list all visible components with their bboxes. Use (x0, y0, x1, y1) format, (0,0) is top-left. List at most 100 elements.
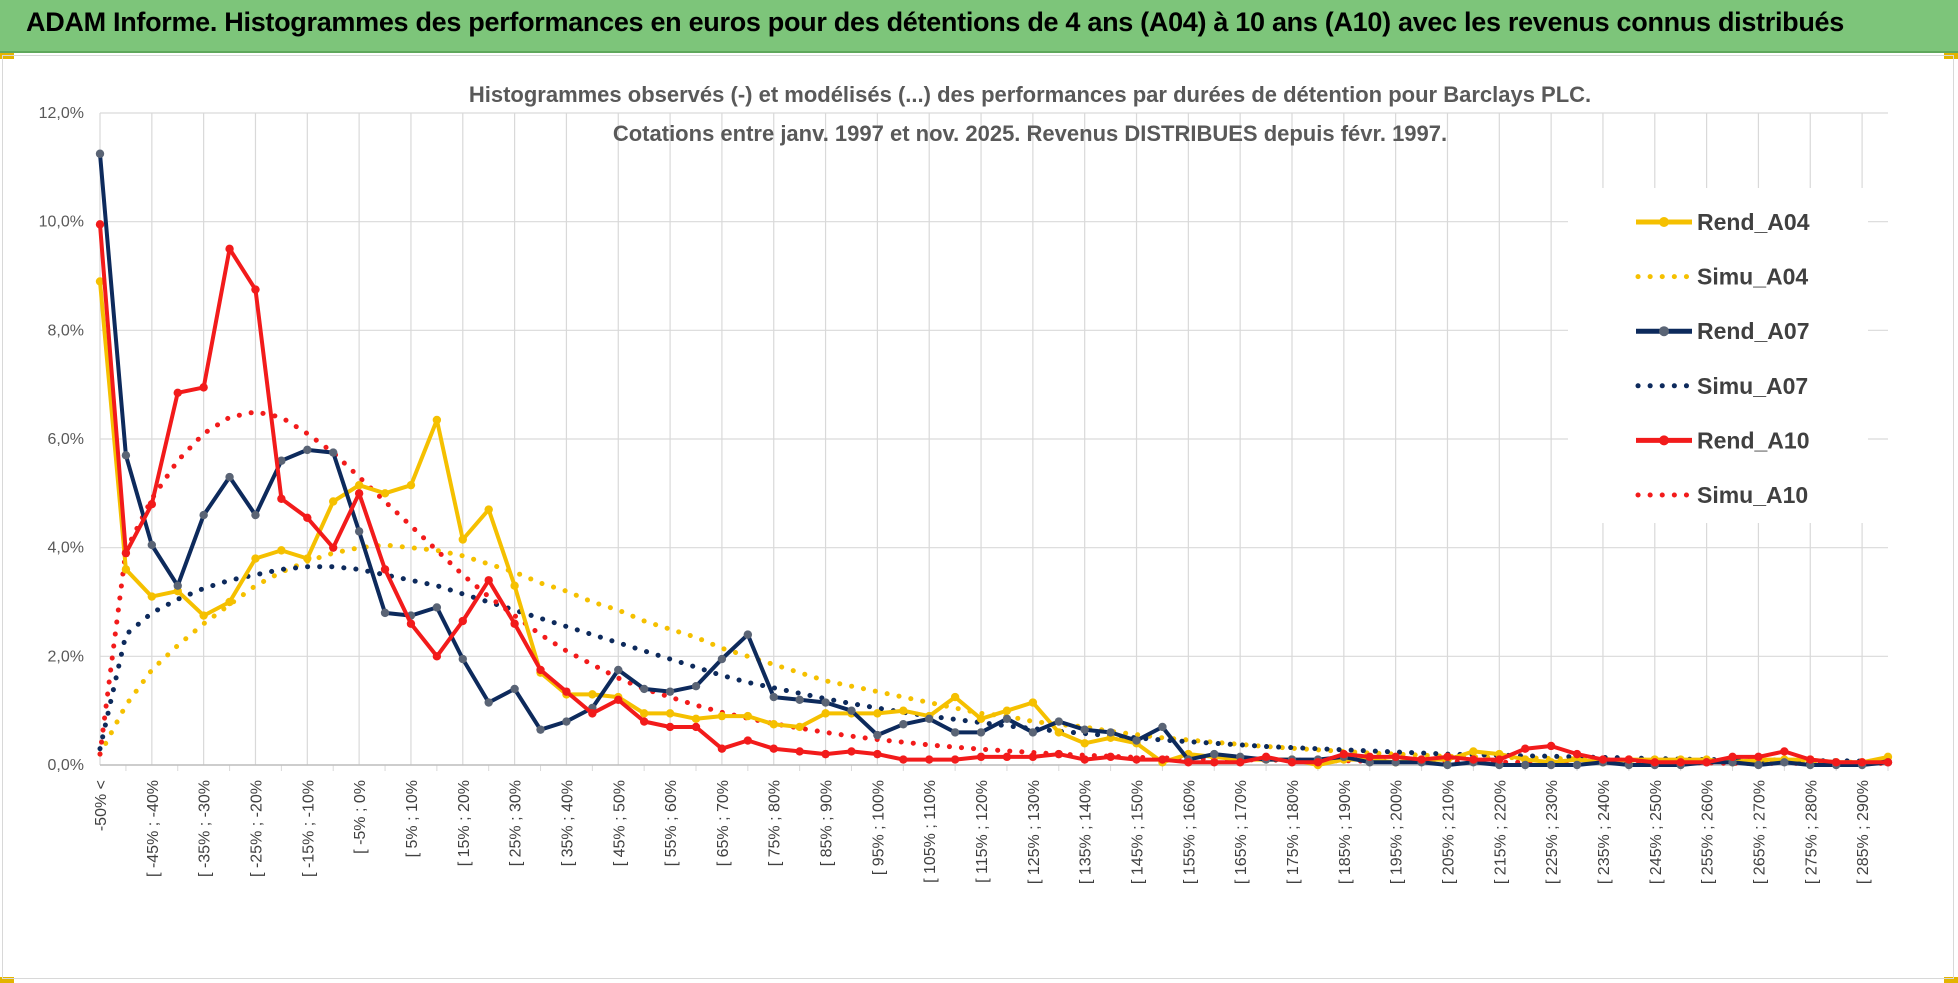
data-point (199, 611, 208, 620)
data-point (1754, 752, 1763, 762)
data-point (95, 149, 105, 158)
data-point (769, 744, 778, 753)
data-point (639, 709, 649, 718)
data-point (1339, 749, 1349, 759)
x-tick-label: [ 145% ; 150% (1130, 780, 1147, 884)
data-point (614, 695, 623, 704)
data-point (484, 505, 493, 514)
data-point (1417, 755, 1426, 764)
data-point (1054, 717, 1063, 726)
data-point (1106, 728, 1115, 737)
data-point (1572, 760, 1582, 770)
series-line-Rend_A07 (98, 153, 1889, 767)
data-point (95, 220, 105, 229)
data-point (1702, 758, 1711, 767)
legend-item-Simu_A10: Simu_A10 (1635, 482, 1808, 508)
data-point (743, 630, 753, 639)
chart-title: Histogrammes observés (-) et modélisés (… (469, 82, 1591, 107)
legend-marker (1659, 435, 1669, 446)
data-point (1158, 755, 1167, 764)
data-point (225, 244, 234, 254)
data-point (821, 698, 830, 707)
x-tick-label: [ 245% ; 250% (1648, 780, 1665, 884)
data-point (354, 480, 364, 490)
data-point (1080, 725, 1089, 734)
legend-item-Rend_A04: Rend_A04 (1636, 209, 1810, 235)
data-point (458, 535, 467, 544)
series-Rend_A10 (95, 220, 1893, 767)
data-point (1806, 755, 1815, 764)
data-point (354, 527, 364, 536)
data-point (795, 722, 804, 732)
data-point (173, 581, 182, 590)
data-point (899, 720, 908, 729)
y-tick-label: 12,0% (39, 105, 84, 122)
data-point (1546, 760, 1556, 770)
data-point (1883, 758, 1893, 767)
x-tick-label: [ 105% ; 110% (922, 780, 939, 883)
data-point (925, 755, 934, 764)
data-point (873, 730, 882, 740)
data-point (821, 709, 830, 718)
data-point (1831, 758, 1841, 767)
data-point (147, 500, 157, 509)
data-point (406, 480, 416, 490)
x-tick-label: [ 85% ; 90% (819, 780, 836, 866)
data-point (925, 714, 934, 724)
x-tick-label: [ 135% ; 140% (1078, 780, 1095, 884)
x-tick-label: [ 215% ; 220% (1492, 780, 1509, 884)
data-point (665, 722, 675, 732)
corner-mark-bottom-right (1944, 977, 1958, 983)
data-point (536, 725, 545, 734)
data-point (510, 581, 519, 590)
data-point (147, 592, 157, 601)
series-Simu_A07 (97, 564, 1891, 764)
legend-marker (1659, 326, 1669, 337)
data-point (432, 415, 442, 425)
data-point (225, 597, 234, 607)
data-point (1469, 747, 1478, 756)
data-point (1857, 758, 1867, 767)
data-point (173, 388, 182, 398)
data-point (1002, 706, 1012, 715)
data-point (484, 576, 493, 585)
x-tick-label: [ 155% ; 160% (1181, 780, 1198, 884)
data-point (691, 714, 701, 724)
x-tick-label: [ -35% ; -30% (197, 780, 214, 877)
data-point (821, 749, 830, 759)
data-point (1624, 755, 1634, 764)
data-point (769, 692, 778, 702)
x-tick-label: [ 205% ; 210% (1440, 780, 1457, 884)
chart-subtitle: Cotations entre janv. 1997 et nov. 2025.… (613, 121, 1447, 146)
legend-item-Rend_A10: Rend_A10 (1636, 427, 1809, 453)
y-tick-label: 8,0% (48, 322, 84, 339)
y-tick-label: 6,0% (48, 431, 84, 448)
data-point (277, 456, 286, 465)
data-point (743, 711, 753, 721)
data-point (1676, 758, 1685, 767)
data-point (1521, 744, 1530, 753)
x-tick-label: [ 225% ; 230% (1544, 780, 1561, 884)
data-point (1054, 749, 1063, 759)
data-point (121, 548, 131, 558)
data-point (354, 489, 364, 498)
data-point (1313, 758, 1323, 767)
data-point (251, 285, 260, 294)
x-tick-label: [ -25% ; -20% (248, 780, 265, 877)
data-point (614, 665, 623, 675)
data-point (976, 714, 986, 724)
data-point (1132, 755, 1141, 764)
data-point (1728, 752, 1737, 762)
x-tick-label: [ 45% ; 50% (611, 780, 628, 866)
x-tick-label: [ 175% ; 180% (1285, 780, 1302, 884)
data-point (1650, 758, 1659, 767)
data-point (303, 554, 312, 563)
y-tick-label: 2,0% (48, 648, 84, 665)
x-tick-label: [ 65% ; 70% (715, 780, 732, 866)
legend-label: Rend_A10 (1697, 427, 1809, 453)
data-point (873, 749, 882, 759)
data-point (1080, 739, 1089, 748)
data-point (665, 687, 675, 696)
data-point (1028, 752, 1038, 762)
